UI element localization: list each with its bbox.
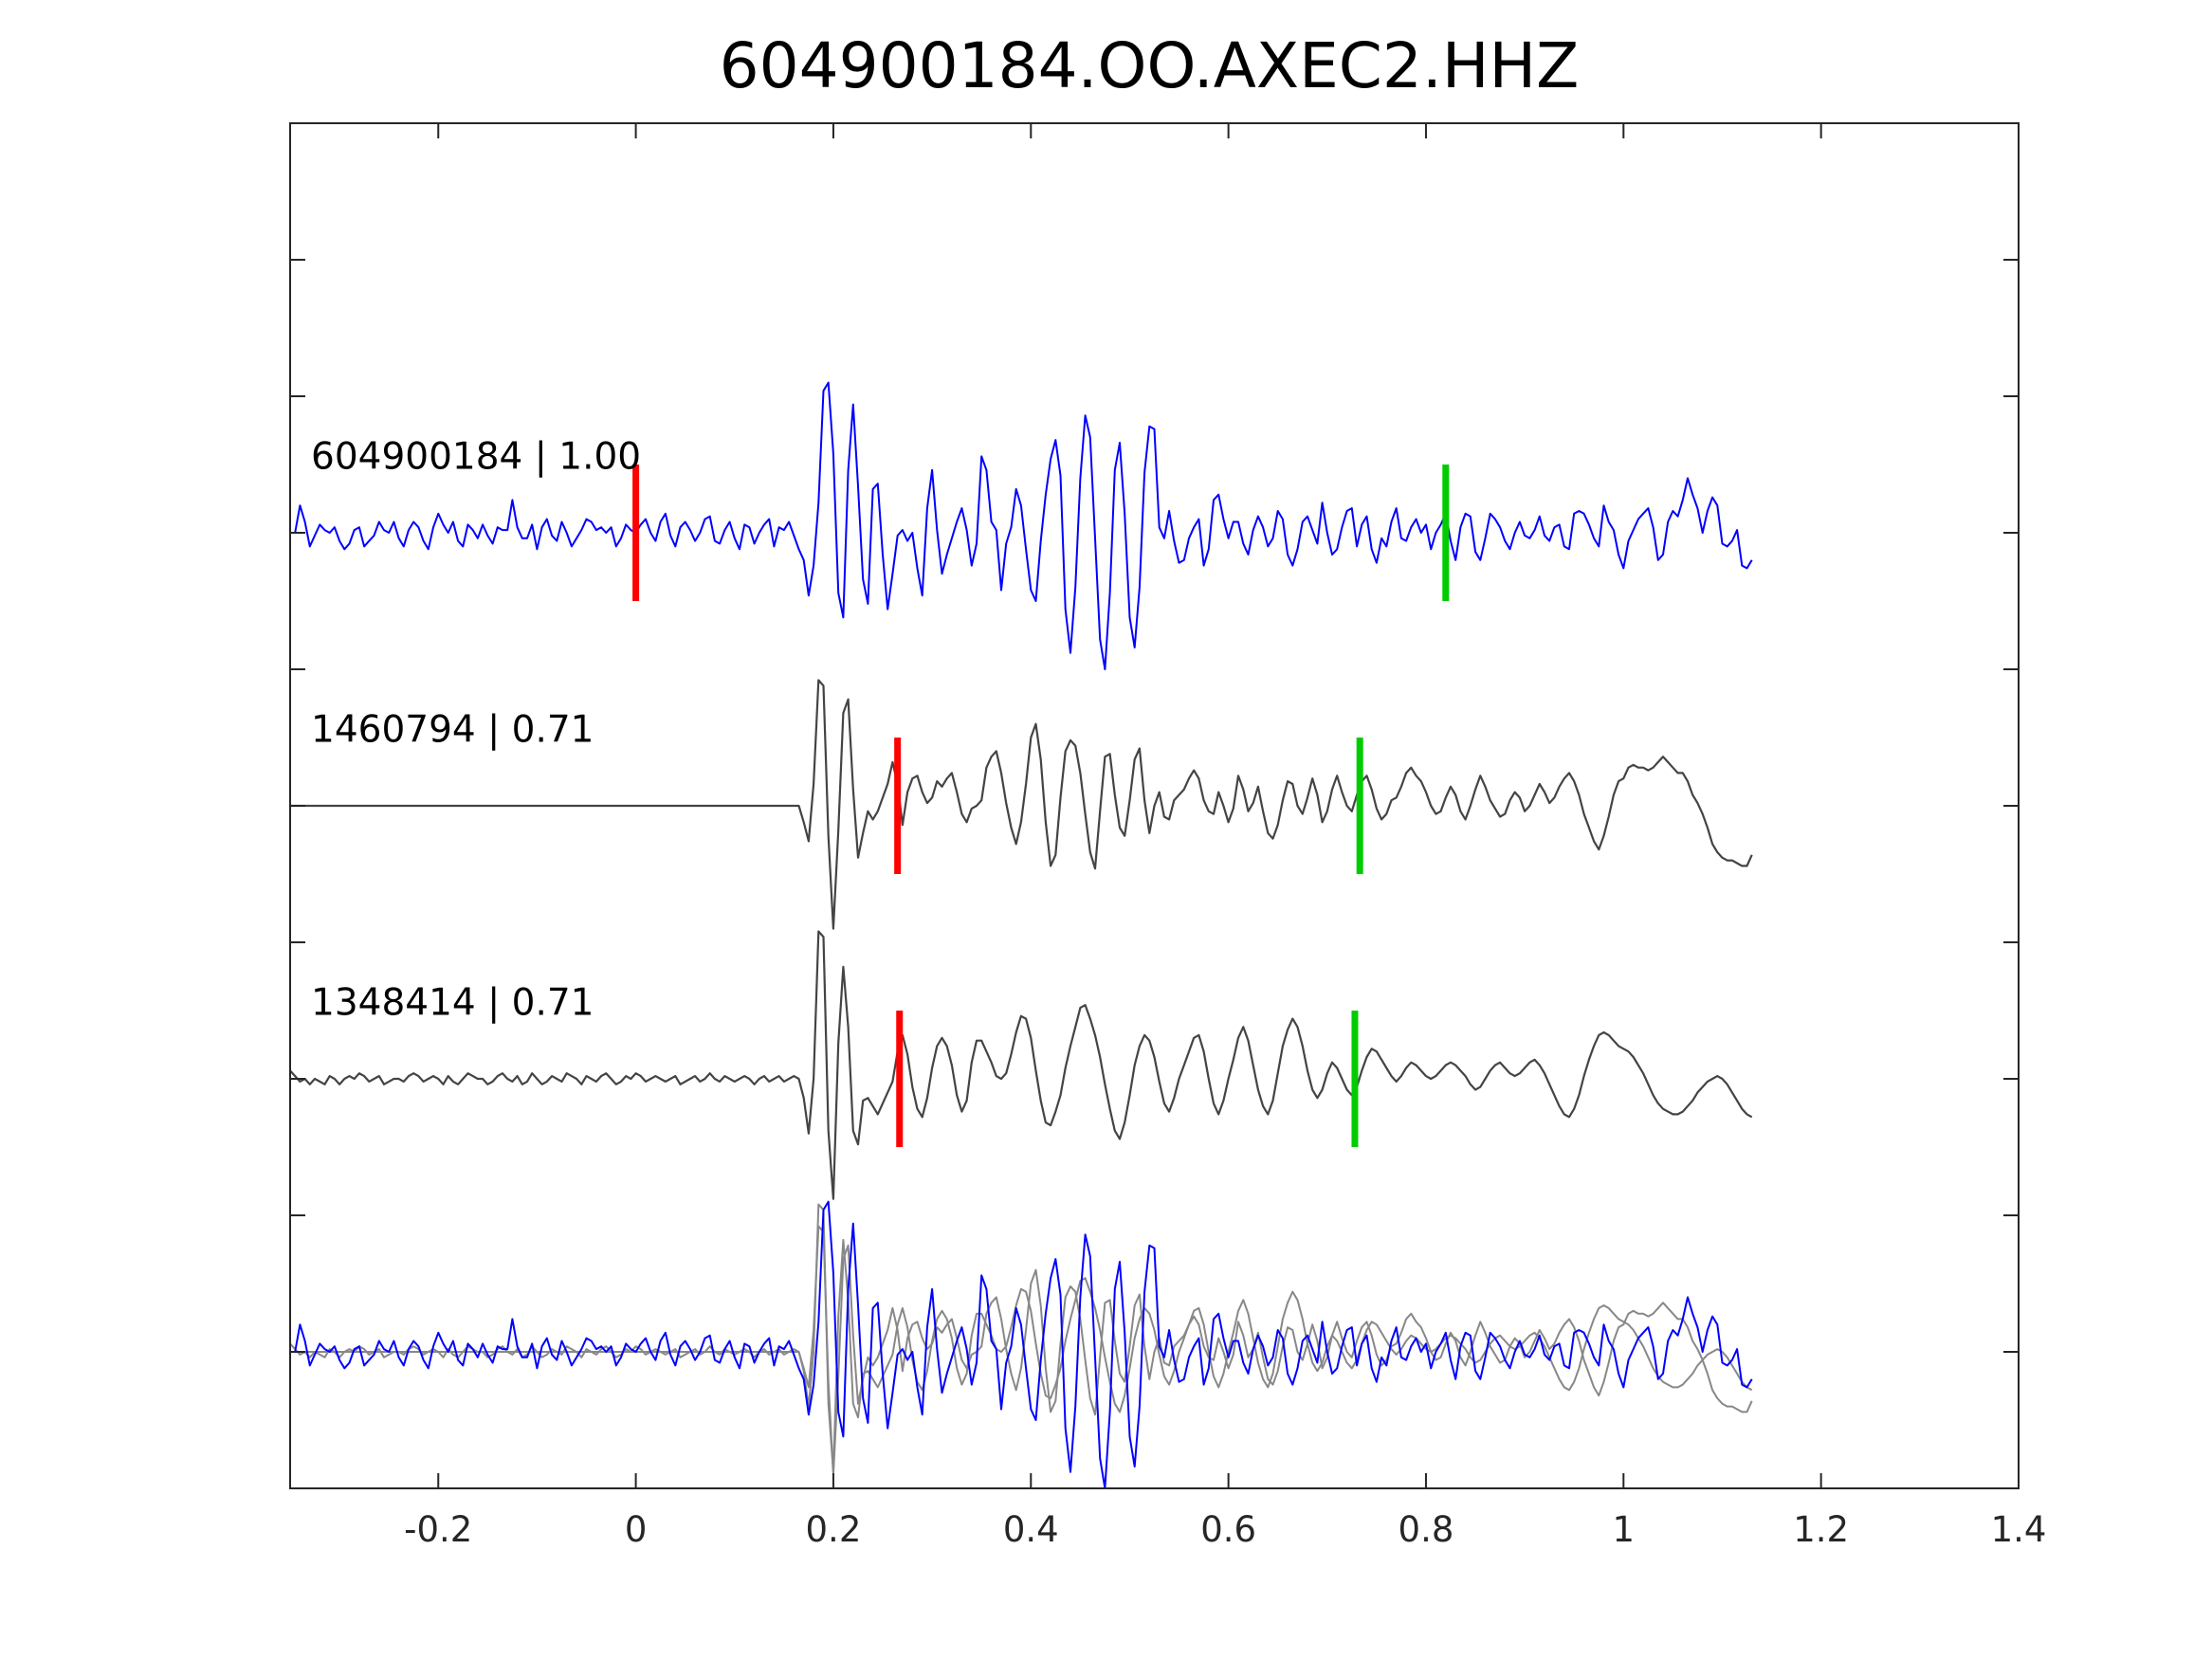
axis-ticks [290,123,2020,1488]
x-tick-label: 0.2 [806,1509,862,1550]
trace-2-waveform [290,679,1753,930]
x-tick-label: 1.4 [1991,1509,2047,1550]
x-tick-label: 0.6 [1200,1509,1256,1550]
x-tick-label: 1 [1613,1509,1636,1550]
overlay-trace-2-waveform [290,1225,1753,1476]
overlay-trace-1-waveform [290,1200,1753,1489]
x-tick-label: 1.2 [1793,1509,1849,1550]
x-tick-label: 0.8 [1398,1509,1454,1550]
trace-1-label: 604900184 | 1.00 [311,435,641,478]
x-tick-label: 0 [625,1509,648,1550]
trace-labels: 604900184 | 1.00 1460794 | 0.71 1348414 | … [311,435,641,1024]
waveforms [289,381,1753,1489]
trace-3-waveform [289,930,1753,1200]
chart-title: 604900184.OO.AXEC2.HHZ [720,29,1580,102]
trace-3-label: 1348414 | 0.71 [311,981,594,1024]
x-tick-label: -0.2 [404,1509,472,1550]
plot-area: 604900184 | 1.00 1460794 | 0.71 1348414 | … [289,122,2046,1550]
phase-picks [632,465,1450,1147]
x-tick-labels: -0.2 0 0.2 0.4 0.6 0.8 1 1.2 1.4 [404,1509,2046,1550]
trace-2-label: 1460794 | 0.71 [311,708,594,751]
x-tick-label: 0.4 [1003,1509,1059,1550]
trace-1-waveform [290,381,1753,670]
